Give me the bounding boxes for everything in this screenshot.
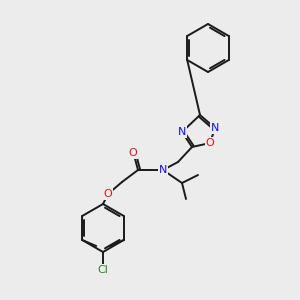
Text: Cl: Cl	[98, 265, 108, 275]
Text: O: O	[206, 138, 214, 148]
Text: N: N	[159, 165, 167, 175]
Text: N: N	[211, 123, 219, 133]
Text: N: N	[178, 127, 186, 137]
Text: O: O	[129, 148, 137, 158]
Text: O: O	[103, 189, 112, 199]
Text: O: O	[103, 189, 112, 199]
